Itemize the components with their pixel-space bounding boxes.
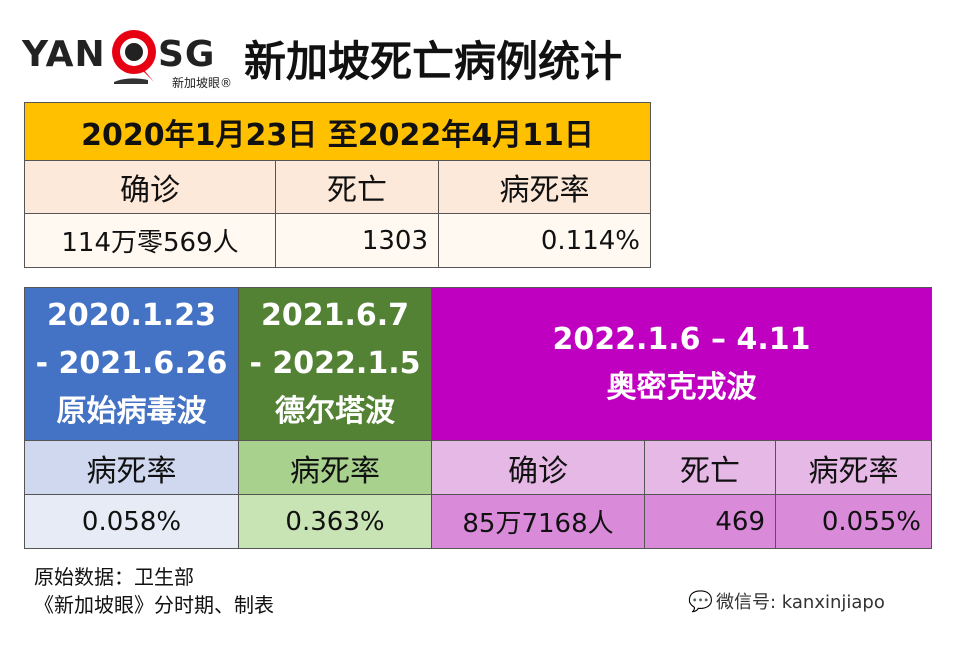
source-note: 原始数据：卫生部 《新加坡眼》分时期、制表 — [34, 563, 274, 619]
phase-original-start: 2020.1.23 — [47, 298, 216, 333]
logo-subtitle: 新加坡眼® — [172, 76, 233, 90]
original-header-rate: 病死率 — [24, 440, 239, 495]
wechat-icon: 💬 — [688, 589, 713, 613]
delta-header-rate: 病死率 — [238, 440, 432, 495]
phase-delta-name: 德尔塔波 — [275, 394, 395, 429]
overall-value-deaths: 1303 — [275, 213, 439, 268]
logo: YAN SG 新加坡眼® — [22, 22, 242, 92]
overall-value-rate: 0.114% — [438, 213, 651, 268]
header: YAN SG 新加坡眼® 新加坡死亡病例统计 — [22, 14, 922, 90]
phase-omicron: 2022.1.6 – 4.11 奥密克戎波 — [431, 287, 932, 441]
page-title: 新加坡死亡病例统计 — [244, 37, 623, 86]
phase-delta: 2021.6.7 - 2022.1.5 德尔塔波 — [238, 287, 432, 441]
logo-text-left: YAN — [22, 34, 106, 75]
source-line-1: 原始数据：卫生部 — [34, 565, 194, 589]
phases-table: 2020.1.23 - 2021.6.26 原始病毒波 2021.6.7 - 2… — [24, 287, 932, 549]
phase-original: 2020.1.23 - 2021.6.26 原始病毒波 — [24, 287, 239, 441]
overall-period: 2020年1月23日 至2022年4月11日 — [24, 102, 651, 161]
phase-original-name: 原始病毒波 — [56, 394, 207, 429]
delta-value-rate: 0.363% — [238, 494, 432, 549]
wechat-id: 微信号: kanxinjiapo — [716, 592, 885, 613]
original-value-rate: 0.058% — [24, 494, 239, 549]
source-line-2: 《新加坡眼》分时期、制表 — [34, 593, 274, 617]
omicron-header-deaths: 死亡 — [644, 440, 776, 495]
overall-header-rate: 病死率 — [438, 160, 651, 214]
logo-text-right: SG — [158, 34, 216, 75]
omicron-value-cases: 85万7168人 — [431, 494, 645, 549]
overall-header-cases: 确诊 — [24, 160, 276, 214]
overall-value-cases: 114万零569人 — [24, 213, 276, 268]
phase-delta-start: 2021.6.7 — [260, 298, 410, 333]
phase-original-end: - 2021.6.26 — [35, 346, 228, 381]
omicron-header-cases: 确诊 — [431, 440, 645, 495]
omicron-header-rate: 病死率 — [775, 440, 932, 495]
phase-omicron-name: 奥密克戎波 — [606, 370, 757, 405]
omicron-value-deaths: 469 — [644, 494, 776, 549]
wechat-watermark: 💬 微信号: kanxinjiapo — [688, 588, 885, 614]
phase-omicron-dates: 2022.1.6 – 4.11 — [552, 322, 811, 357]
overall-table: 2020年1月23日 至2022年4月11日 确诊 死亡 病死率 114万零56… — [24, 102, 651, 268]
omicron-value-rate: 0.055% — [775, 494, 932, 549]
logo-mark-icon — [112, 30, 156, 84]
phase-delta-end: - 2022.1.5 — [249, 346, 421, 381]
overall-header-deaths: 死亡 — [275, 160, 439, 214]
